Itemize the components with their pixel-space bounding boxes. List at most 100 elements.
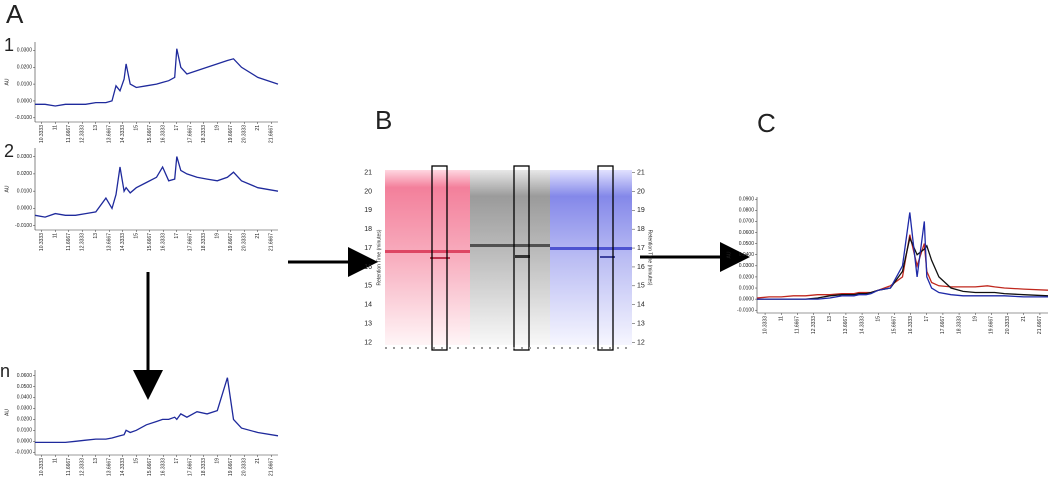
x-tick-label: 12.3333	[811, 316, 817, 334]
x-tick-label: 12.3333	[80, 125, 86, 143]
y-tick-label: 14	[364, 302, 372, 309]
x-tick-label: 16.3333	[908, 316, 914, 334]
y-axis-title: Retention Time (minutes)	[376, 229, 382, 285]
y-tick-label: -0.0100	[15, 223, 32, 229]
x-tick-label: 11	[779, 316, 785, 321]
x-tick-label: 19	[215, 233, 221, 239]
series-line	[34, 156, 279, 218]
x-tick-label: 21.6667	[1037, 316, 1043, 334]
y-tick-label: 13	[364, 320, 372, 327]
x-tick-label: 21	[255, 458, 261, 464]
x-tick-label: 19	[215, 458, 221, 464]
x-tick-label: 10.3333	[762, 316, 768, 334]
x-tick-label: 21.6667	[269, 125, 275, 143]
y-tick-label: 0.0000	[17, 206, 33, 212]
series-line	[757, 212, 1048, 300]
x-tick-label: 13	[827, 316, 833, 322]
highlight-boxes	[431, 165, 614, 351]
y-tick-label: 0.0100	[17, 428, 33, 434]
y-tick-label: 21	[637, 169, 645, 176]
x-tick-label: 13	[93, 125, 99, 131]
y-tick-label: 19	[364, 207, 372, 214]
x-tick-label: 11.6667	[795, 316, 801, 334]
x-tick-label: 20.3333	[242, 233, 248, 251]
x-tick-label: 17	[924, 316, 930, 322]
x-tick-label: 21	[1021, 316, 1027, 322]
y-tick-label: 0.0400	[739, 252, 755, 258]
x-tick-label: 15	[134, 458, 140, 464]
x-tick-label: 19.6667	[989, 316, 995, 334]
y-tick-label: 0.0100	[17, 81, 33, 87]
y-tick-label: 0.0200	[17, 171, 33, 177]
y-axis-title: AU	[4, 409, 10, 416]
x-tick-label: 13.6667	[107, 233, 113, 251]
x-tick-label: 15	[134, 233, 140, 239]
series-line	[35, 48, 279, 107]
y-tick-label: 16	[364, 264, 372, 271]
x-tick-label: 20.3333	[242, 458, 248, 476]
panel-label: C	[757, 108, 776, 138]
y-tick-label: 0.0600	[17, 373, 33, 379]
panel-label: 2	[4, 141, 14, 161]
y-axis-title: AU	[726, 251, 732, 258]
y-tick-label: 0.0100	[739, 285, 755, 291]
x-tick-label: 12.3333	[80, 458, 86, 476]
y-axis-title: AU	[4, 185, 10, 192]
y-tick-label: 0.0500	[17, 384, 33, 390]
y-tick-label: 15	[637, 283, 645, 290]
y-tick-label: 0.0200	[739, 274, 755, 280]
x-tick-label: 14.3333	[120, 125, 126, 143]
y-tick-label: 0.0000	[17, 98, 33, 104]
y-tick-label: 0.0300	[17, 48, 33, 54]
y-tick-label: 14	[637, 302, 645, 309]
x-tick-label: 11.6667	[66, 125, 72, 143]
y-tick-label: 12	[637, 339, 645, 346]
series-line	[35, 377, 279, 444]
x-tick-label: 18.3333	[956, 316, 962, 334]
x-tick-label: 18.3333	[201, 458, 207, 476]
x-tick-label: 14.3333	[120, 458, 126, 476]
y-tick-label: 20	[637, 188, 645, 195]
x-tick-label: 15	[876, 316, 882, 322]
series-line	[756, 234, 1049, 299]
x-tick-label: 19	[973, 316, 979, 322]
y-tick-label: 20	[364, 188, 372, 195]
y-tick-label: 0.0900	[739, 197, 755, 203]
x-tick-label: 14.3333	[120, 233, 126, 251]
x-tick-label: 19.6667	[228, 233, 234, 251]
y-axis-title: Retention Time (minutes)	[647, 230, 653, 286]
x-tick-label: 13	[93, 233, 99, 239]
x-tick-label: 17	[174, 233, 180, 239]
y-tick-label: 0.0200	[17, 65, 33, 71]
x-tick-label: 14.3333	[859, 316, 865, 334]
x-tick-label: 16.3333	[161, 125, 167, 143]
panel-label: 1	[4, 35, 14, 55]
y-tick-label: 0.0600	[739, 230, 755, 236]
x-tick-label: 16.3333	[161, 233, 167, 251]
x-tick-label: 11	[53, 125, 59, 130]
y-tick-label: 0.0400	[17, 395, 33, 401]
y-tick-label: 0.0300	[17, 406, 33, 412]
panel-label: B	[375, 105, 392, 135]
y-tick-label: 0.0000	[739, 296, 755, 302]
x-tick-label: 15.6667	[892, 316, 898, 334]
panel-label: n	[0, 361, 10, 381]
x-tick-label: 17.6667	[188, 125, 194, 143]
x-tick-label: 18.3333	[201, 233, 207, 251]
x-tick-label: 17	[174, 458, 180, 464]
y-tick-label: 19	[637, 207, 645, 214]
y-tick-label: 12	[364, 339, 372, 346]
x-tick-label: 10.3333	[39, 125, 45, 143]
y-tick-label: 21	[364, 169, 372, 176]
y-tick-label: 0.0100	[17, 188, 33, 194]
x-tick-label: 10.3333	[39, 458, 45, 476]
y-tick-label: 0.0300	[739, 263, 755, 269]
x-tick-label: 18.3333	[201, 125, 207, 143]
y-tick-label: 18	[637, 226, 645, 233]
x-tick-label: 13.6667	[843, 316, 849, 334]
x-tick-label: 20.3333	[242, 125, 248, 143]
y-tick-label: -0.0100	[737, 308, 754, 314]
y-tick-label: 17	[364, 245, 372, 252]
y-tick-label: 18	[364, 226, 372, 233]
gel-image	[385, 170, 632, 345]
